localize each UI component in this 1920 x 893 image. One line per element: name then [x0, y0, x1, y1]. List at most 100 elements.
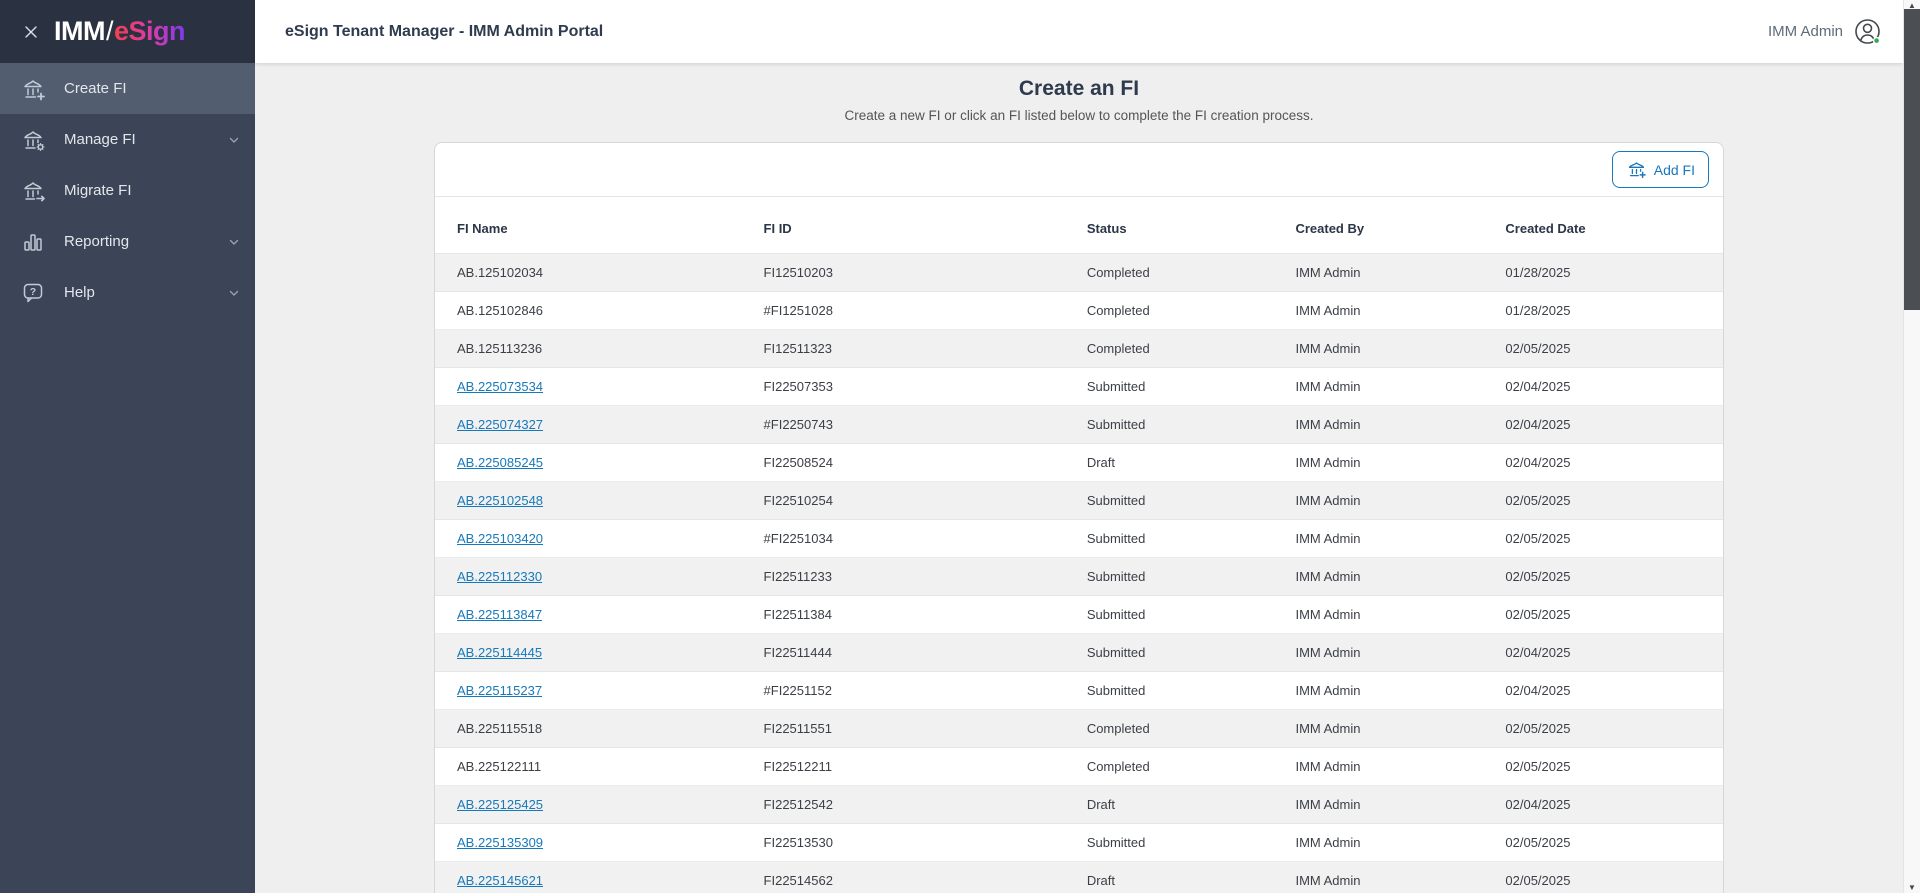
fi-name-cell: AB.225115237: [435, 671, 742, 710]
status-cell: Submitted: [1064, 405, 1274, 444]
table-row[interactable]: AB.225102548 FI22510254 Submitted IMM Ad…: [435, 481, 1723, 520]
column-header-created-date: Created Date: [1505, 221, 1586, 236]
table-row[interactable]: AB.225115237 #FI2251152 Submitted IMM Ad…: [435, 671, 1723, 710]
main-area: eSign Tenant Manager - IMM Admin Portal …: [255, 0, 1903, 893]
status-cell: Submitted: [1064, 823, 1274, 862]
fi-name-link[interactable]: AB.225125425: [457, 797, 544, 812]
table-row[interactable]: AB.225115518 FI22511551 Completed IMM Ad…: [435, 709, 1723, 748]
created-date-cell: 01/28/2025: [1483, 291, 1723, 330]
fi-id-cell: FI12511323: [741, 329, 1065, 368]
status-cell: Submitted: [1064, 557, 1274, 596]
fi-name-cell: AB.125102034: [435, 253, 742, 292]
fi-name-cell: AB.225113847: [435, 595, 742, 634]
fi-name-link[interactable]: AB.225112330: [457, 569, 543, 584]
column-header-fi-id: FI ID: [763, 221, 792, 236]
fi-name-link[interactable]: AB.225115237: [457, 683, 543, 698]
fi-name-link[interactable]: AB.225114445: [457, 645, 543, 660]
fi-id-cell: FI22512542: [741, 785, 1065, 824]
scrollbar-down-arrow-icon[interactable]: ▼: [1908, 883, 1916, 892]
add-fi-button-label: Add FI: [1653, 161, 1695, 178]
sidebar-item-create-fi[interactable]: Create FI: [0, 63, 255, 114]
fi-name-link[interactable]: AB.225102548: [457, 493, 544, 508]
sidebar-logo-bar: IMM/eSign: [0, 0, 255, 63]
status-cell: Submitted: [1064, 671, 1274, 710]
created-date-cell: 02/04/2025: [1483, 443, 1723, 482]
created-by-cell: IMM Admin: [1273, 367, 1484, 406]
user-avatar-icon[interactable]: [1853, 17, 1883, 47]
chevron-down-icon: [227, 133, 241, 147]
page-header-title: eSign Tenant Manager - IMM Admin Portal: [285, 22, 604, 40]
sidebar-item-label: Reporting: [64, 233, 130, 250]
sidebar-item-label: Migrate FI: [64, 182, 132, 199]
created-by-cell: IMM Admin: [1273, 443, 1484, 482]
table-row[interactable]: AB.225145621 FI22514562 Draft IMM Admin …: [435, 861, 1723, 893]
fi-name-cell: AB.225135309: [435, 823, 742, 862]
sidebar-item-migrate-fi[interactable]: Migrate FI: [0, 165, 255, 216]
fi-name-cell: AB.225112330: [435, 557, 742, 596]
created-by-cell: IMM Admin: [1273, 519, 1484, 558]
table-row[interactable]: AB.225073534 FI22507353 Submitted IMM Ad…: [435, 367, 1723, 406]
close-sidebar-icon[interactable]: [16, 17, 46, 47]
user-name-label: IMM Admin: [1767, 23, 1843, 40]
fi-id-cell: FI22510254: [741, 481, 1065, 520]
sidebar-item-help[interactable]: ? Help: [0, 267, 255, 318]
table-row[interactable]: AB.225085245 FI22508524 Draft IMM Admin …: [435, 443, 1723, 482]
sidebar-item-label: Manage FI: [64, 131, 136, 148]
fi-name-cell: AB.225145621: [435, 861, 742, 893]
add-fi-button[interactable]: Add FI: [1611, 151, 1709, 188]
status-cell: Completed: [1064, 709, 1274, 748]
fi-name-link[interactable]: AB.225113847: [457, 607, 543, 622]
table-row[interactable]: AB.125102034 FI12510203 Completed IMM Ad…: [435, 253, 1723, 292]
table-row[interactable]: AB.125113236 FI12511323 Completed IMM Ad…: [435, 329, 1723, 368]
table-row[interactable]: AB.225114445 FI22511444 Submitted IMM Ad…: [435, 633, 1723, 672]
table-row[interactable]: AB.125102846 #FI1251028 Completed IMM Ad…: [435, 291, 1723, 330]
table-row[interactable]: AB.225103420 #FI2251034 Submitted IMM Ad…: [435, 519, 1723, 558]
logo-imm-text: IMM: [54, 16, 105, 46]
fi-name-cell: AB.225074327: [435, 405, 742, 444]
status-cell: Completed: [1064, 253, 1274, 292]
fi-id-cell: #FI1251028: [741, 291, 1065, 330]
fi-id-cell: FI12510203: [741, 253, 1065, 292]
table-row[interactable]: AB.225074327 #FI2250743 Submitted IMM Ad…: [435, 405, 1723, 444]
fi-id-cell: FI22507353: [741, 367, 1065, 406]
vertical-scrollbar[interactable]: ▲ ▼: [1903, 0, 1920, 893]
table-row[interactable]: AB.225125425 FI22512542 Draft IMM Admin …: [435, 785, 1723, 824]
fi-name-cell: AB.225102548: [435, 481, 742, 520]
column-header-fi-name: FI Name: [457, 221, 508, 236]
fi-name-link[interactable]: AB.225135309: [457, 835, 544, 850]
bank-plus-icon: [20, 76, 46, 102]
created-by-cell: IMM Admin: [1273, 405, 1484, 444]
fi-name-link[interactable]: AB.225074327: [457, 417, 544, 432]
status-cell: Draft: [1064, 861, 1274, 893]
fi-name-link[interactable]: AB.225073534: [457, 379, 544, 394]
user-menu[interactable]: IMM Admin: [1768, 17, 1883, 47]
table-row[interactable]: AB.225112330 FI22511233 Submitted IMM Ad…: [435, 557, 1723, 596]
fi-id-cell: FI22512211: [741, 747, 1065, 786]
top-bar: eSign Tenant Manager - IMM Admin Portal …: [255, 0, 1903, 63]
table-row[interactable]: AB.225122111 FI22512211 Completed IMM Ad…: [435, 747, 1723, 786]
created-date-cell: 01/28/2025: [1483, 253, 1723, 292]
created-by-cell: IMM Admin: [1273, 709, 1484, 748]
created-by-cell: IMM Admin: [1273, 785, 1484, 824]
created-date-cell: 02/04/2025: [1483, 785, 1723, 824]
scrollbar-thumb[interactable]: [1904, 9, 1920, 310]
chevron-down-icon: [227, 286, 241, 300]
svg-text:?: ?: [30, 286, 36, 298]
fi-name-link[interactable]: AB.225145621: [457, 873, 544, 888]
table-row[interactable]: AB.225135309 FI22513530 Submitted IMM Ad…: [435, 823, 1723, 862]
status-cell: Completed: [1064, 291, 1274, 330]
fi-name-link[interactable]: AB.225085245: [457, 455, 544, 470]
created-date-cell: 02/05/2025: [1483, 519, 1723, 558]
sidebar-item-manage-fi[interactable]: Manage FI: [0, 114, 255, 165]
created-by-cell: IMM Admin: [1273, 329, 1484, 368]
table-row[interactable]: AB.225113847 FI22511384 Submitted IMM Ad…: [435, 595, 1723, 634]
fi-name-link[interactable]: AB.225103420: [457, 531, 544, 546]
fi-name-cell: AB.225085245: [435, 443, 742, 482]
scrollbar-up-arrow-icon[interactable]: ▲: [1908, 1, 1916, 10]
created-date-cell: 02/05/2025: [1483, 329, 1723, 368]
fi-id-cell: #FI2251034: [741, 519, 1065, 558]
fi-name-cell: AB.225125425: [435, 785, 742, 824]
sidebar-item-reporting[interactable]: Reporting: [0, 216, 255, 267]
fi-name-cell: AB.125113236: [435, 329, 742, 368]
